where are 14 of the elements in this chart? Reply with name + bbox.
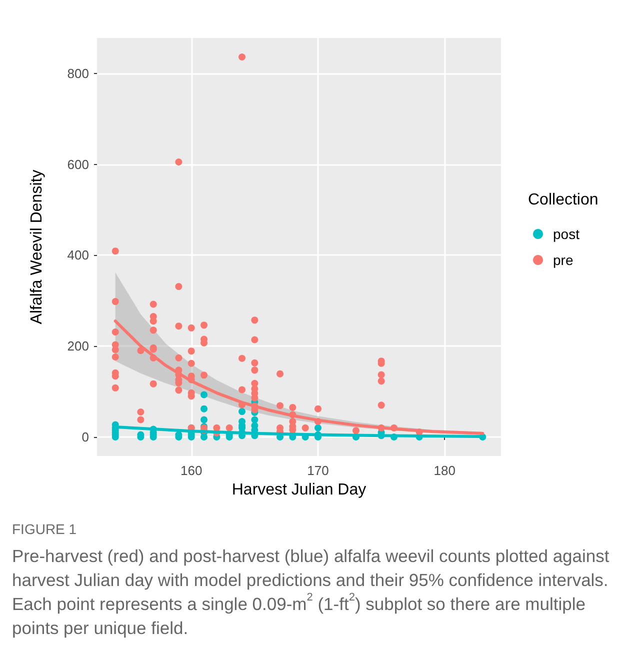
legend-label: pre: [553, 252, 574, 268]
x-tick-label: 170: [307, 463, 329, 478]
y-tick-label: 0: [82, 430, 89, 444]
caption: FIGURE 1: [12, 521, 77, 537]
y-tick-label: 400: [67, 248, 89, 263]
y-tick-label: 200: [67, 338, 89, 354]
legend-label: post: [553, 226, 580, 242]
x-tick-label: 160: [180, 463, 202, 478]
x-tick-label: 180: [434, 463, 456, 478]
y-tick-label: 600: [67, 156, 89, 172]
y-axis-title: Alfalfa Weevil Density: [28, 170, 46, 324]
y-tick-label: 800: [67, 66, 89, 81]
legend-title: Collection: [528, 192, 598, 208]
x-axis-title: Harvest Julian Day: [232, 481, 366, 498]
